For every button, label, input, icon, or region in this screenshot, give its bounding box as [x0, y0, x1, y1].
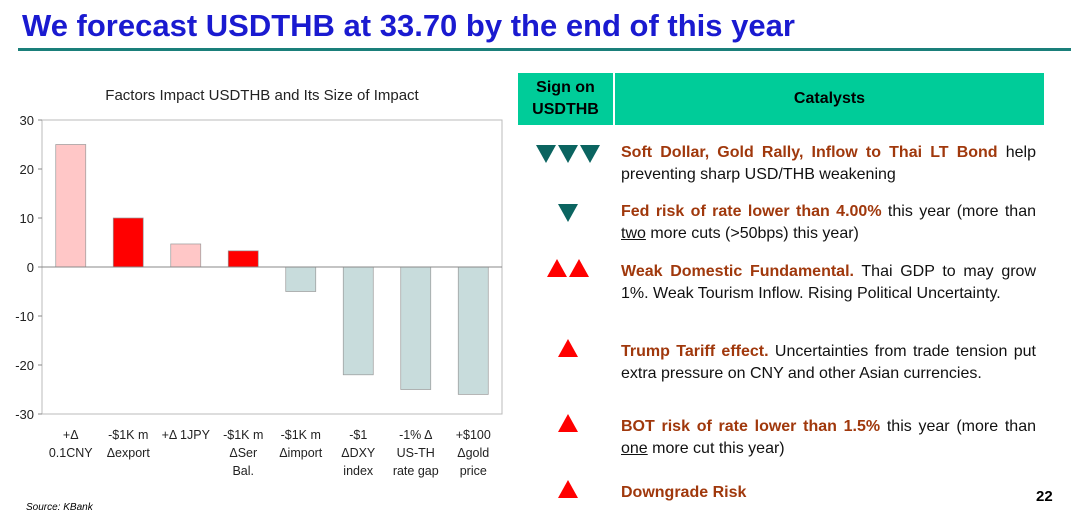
- x-tick-label: Δgold: [457, 446, 489, 460]
- catalyst-text: Weak Domestic Fundamental. Thai GDP to m…: [621, 261, 1036, 305]
- chart-title: Factors Impact USDTHB and Its Size of Im…: [105, 87, 419, 104]
- triangle-up-icon: [558, 339, 578, 357]
- catalyst-highlight: Weak Domestic Fundamental.: [621, 263, 854, 280]
- x-tick-label: Bal.: [232, 464, 254, 478]
- catalyst-detail: this year (more than: [880, 418, 1036, 435]
- y-tick-label: 10: [20, 211, 34, 226]
- x-tick-label: -$1K m: [223, 428, 263, 442]
- y-tick-label: -10: [15, 309, 34, 324]
- y-tick-label: -20: [15, 358, 34, 373]
- x-tick-label: -$1K m: [281, 428, 321, 442]
- impact-chart: Factors Impact USDTHB and Its Size of Im…: [15, 87, 503, 478]
- source-note: Source: KBank: [26, 502, 93, 513]
- catalyst-detail: Uncertainties from trade tension put ext…: [621, 343, 1037, 382]
- catalyst-highlight: BOT risk of rate lower than 1.5%: [621, 418, 881, 435]
- x-tick-label: -1% Δ: [399, 428, 432, 442]
- x-tick-label: +Δ: [63, 428, 79, 442]
- bar: [112, 217, 144, 268]
- catalyst-text: Fed risk of rate lower than 4.00% this y…: [621, 201, 1036, 245]
- bar: [342, 266, 374, 376]
- y-tick-label: 0: [27, 260, 34, 275]
- usd-up-sign: [520, 259, 616, 282]
- x-tick-label: +$100: [456, 428, 491, 442]
- bar: [285, 266, 317, 292]
- catalyst-highlight: Downgrade Risk: [621, 484, 747, 501]
- catalyst-emphasis: one: [621, 440, 648, 457]
- title-rule: [18, 48, 1071, 51]
- triangle-down-icon: [558, 204, 578, 222]
- catalyst-text: Soft Dollar, Gold Rally, Inflow to Thai …: [621, 142, 1036, 186]
- triangle-up-icon: [558, 480, 578, 498]
- bar: [55, 144, 87, 268]
- bar: [170, 243, 202, 268]
- y-tick-label: -30: [15, 407, 34, 422]
- triangle-up-icon: [558, 414, 578, 432]
- usd-down-sign: [520, 145, 616, 168]
- triangle-down-icon: [536, 145, 556, 163]
- catalyst-detail: more cuts (>50bps) this year): [645, 225, 859, 242]
- triangle-up-icon: [547, 259, 567, 277]
- catalyst-highlight: Soft Dollar, Gold Rally, Inflow to Thai …: [621, 144, 998, 161]
- page-title: We forecast USDTHB at 33.70 by the end o…: [22, 8, 795, 43]
- triangle-up-icon: [569, 259, 589, 277]
- y-tick-label: 20: [20, 162, 34, 177]
- triangle-down-icon: [558, 145, 578, 163]
- catalyst-text: Downgrade Risk: [621, 482, 1036, 504]
- usd-up-sign: [520, 414, 616, 437]
- header-catalysts: Catalysts: [615, 73, 1044, 125]
- x-tick-label: -$1K m: [108, 428, 148, 442]
- catalyst-detail: more cut this year): [647, 440, 785, 457]
- page-number: 22: [1036, 488, 1053, 505]
- usd-up-sign: [520, 339, 616, 362]
- catalyst-highlight: Fed risk of rate lower than 4.00%: [621, 203, 882, 220]
- x-tick-label: price: [460, 464, 487, 478]
- bar: [457, 266, 489, 395]
- x-tick-label: +Δ 1JPY: [162, 428, 211, 442]
- triangle-down-icon: [580, 145, 600, 163]
- catalyst-text: Trump Tariff effect. Uncertainties from …: [621, 341, 1036, 385]
- x-tick-label: rate gap: [393, 464, 439, 478]
- catalyst-highlight: Trump Tariff effect.: [621, 343, 769, 360]
- usd-up-sign: [520, 480, 616, 503]
- bar: [227, 250, 259, 268]
- bar: [400, 266, 432, 390]
- catalyst-detail: Thai GDP to may grow 1%. Weak Tourism In…: [621, 263, 1036, 302]
- x-tick-label: 0.1CNY: [49, 446, 93, 460]
- x-tick-label: Δimport: [279, 446, 323, 460]
- y-tick-label: 30: [20, 113, 34, 128]
- x-tick-label: -$1: [349, 428, 367, 442]
- usd-down-sign: [520, 204, 616, 227]
- x-tick-label: ΔSer: [229, 446, 257, 460]
- catalyst-detail: help preventing sharp USD/THB weakening: [621, 144, 1036, 183]
- catalyst-emphasis: two: [621, 225, 646, 242]
- x-tick-label: index: [343, 464, 374, 478]
- header-sign: Sign on USDTHB: [518, 73, 613, 125]
- x-tick-label: ΔDXY: [341, 446, 376, 460]
- x-tick-label: Δexport: [107, 446, 151, 460]
- catalyst-detail: this year (more than: [881, 203, 1036, 220]
- x-tick-label: US-TH: [397, 446, 435, 460]
- catalyst-text: BOT risk of rate lower than 1.5% this ye…: [621, 416, 1036, 460]
